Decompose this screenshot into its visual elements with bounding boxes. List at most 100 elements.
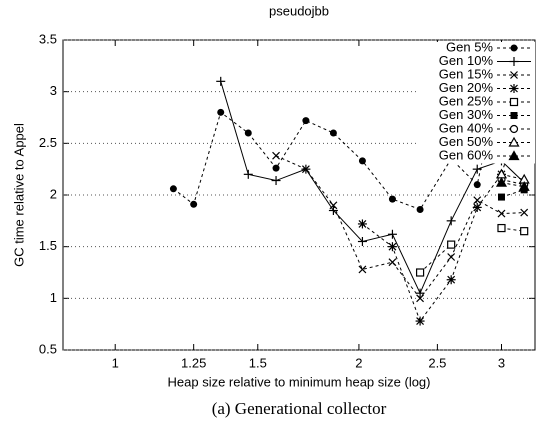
data-point [473,196,482,205]
legend-marker [509,124,519,134]
marker-part [329,129,337,137]
marker-part [416,317,425,325]
data-point [495,176,508,187]
y-tick-label: 0.5 [39,341,57,356]
chart-title: pseudojbb [269,3,329,18]
marker-part [358,157,366,165]
data-point [497,223,506,233]
marker-part [416,294,425,303]
legend-marker [509,97,519,107]
x-tick-label: 3 [498,355,505,370]
data-point [446,275,456,285]
marker-part [272,151,280,160]
y-tick-label: 1 [50,290,57,305]
x-axis-label: Heap size relative to minimum heap size … [168,374,431,389]
marker-part [520,227,529,236]
marker-part [497,223,506,233]
marker-part [509,124,519,134]
legend-label: Gen 25% [439,93,494,108]
y-tick-label: 3.5 [39,31,57,46]
legend-marker [509,57,519,66]
series-line [501,189,525,198]
marker-part [473,196,482,205]
data-point [387,242,397,252]
marker-part [473,203,482,212]
marker-part [388,258,397,267]
legend-marker [508,150,520,161]
data-point [416,294,425,303]
marker-part [497,209,506,218]
data-point [472,202,482,212]
data-point [497,209,506,218]
series-line [275,155,525,300]
marker-part [358,220,367,228]
marker-part [510,112,518,119]
data-point [388,258,397,267]
marker-part [447,240,456,249]
y-tick-label: 2 [50,186,57,201]
data-point [520,208,529,217]
data-point [447,253,456,261]
legend-bg [417,96,535,110]
marker-part [497,193,505,201]
legend-marker [510,44,518,52]
marker-part [272,164,280,172]
legend-marker [508,136,520,147]
marker-part [509,97,519,107]
marker-part [302,117,310,125]
marker-part [388,242,397,251]
marker-part [510,84,518,93]
data-point [272,151,280,160]
legend-label: Gen 40% [439,120,494,135]
legend-marker [510,71,518,79]
data-point [446,216,456,226]
marker-part [169,185,177,193]
marker-part [495,176,508,187]
legend-marker [509,84,519,93]
legend-bg [417,136,535,150]
marker-part [510,44,518,52]
marker-part [415,268,425,277]
y-tick-label: 1.5 [39,238,57,253]
data-point [415,288,425,298]
marker-part [358,265,367,274]
marker-part [388,195,396,203]
data-point [271,176,281,186]
marker-part [508,150,520,161]
marker-part [301,165,310,174]
x-tick-label: 2 [355,355,362,370]
data-point [473,181,481,189]
marker-part [329,201,338,210]
series-line [501,173,525,180]
legend-label: Gen 20% [439,80,494,95]
data-point [472,164,482,174]
series-line [419,244,452,273]
x-tick-label: 2.5 [428,355,446,370]
data-point [447,240,456,249]
data-point [243,169,253,179]
data-point [329,201,338,210]
data-point [217,108,225,116]
data-point [387,229,397,239]
y-tick-label: 3 [50,83,57,98]
legend-bg [417,150,535,164]
marker-part [244,129,252,137]
data-point [416,205,424,213]
data-point [329,129,337,137]
data-point [358,157,366,165]
data-point [357,237,367,246]
data-point [497,193,505,201]
data-point [357,219,367,229]
x-tick-label: 1 [112,355,119,370]
data-point [388,195,396,203]
x-tick-label: 1.25 [181,355,206,370]
legend-label: Gen 50% [439,134,494,149]
x-tick-label: 1.5 [249,355,267,370]
data-point [415,268,425,277]
legend-bg [417,69,535,83]
series-line [173,67,525,211]
legend-bg [417,123,535,137]
legend-label: Gen 60% [439,147,494,162]
legend-bg [417,109,535,123]
legend-label: Gen 5% [446,39,493,54]
